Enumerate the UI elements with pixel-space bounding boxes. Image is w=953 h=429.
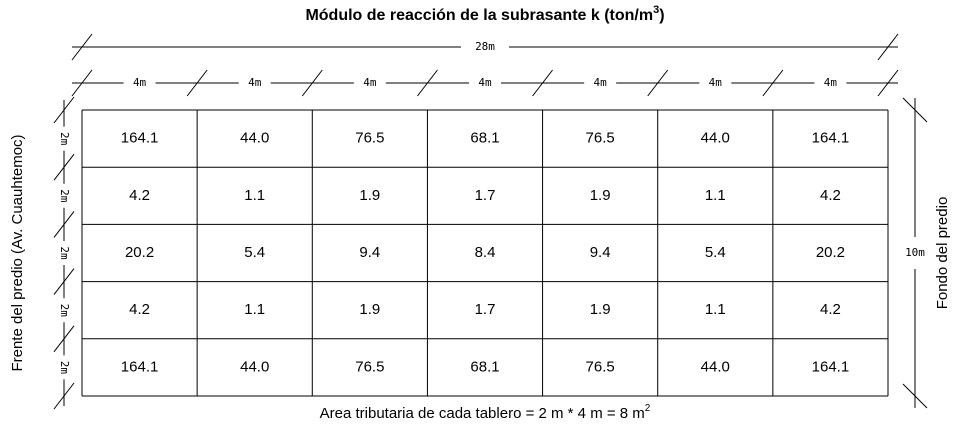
cell: 1.1 <box>705 301 726 318</box>
cell: 76.5 <box>586 130 615 147</box>
dim-tick <box>877 69 899 97</box>
dim-label: 2m <box>58 361 71 375</box>
right-label: Fondo del predio <box>934 197 951 310</box>
cell: 1.7 <box>475 301 496 318</box>
cell: 1.9 <box>590 187 611 204</box>
cell: 1.7 <box>475 187 496 204</box>
dim-tick <box>53 382 75 410</box>
cell: 44.0 <box>240 130 269 147</box>
cell: 5.4 <box>244 244 265 261</box>
cell: 1.1 <box>244 187 265 204</box>
cell: 164.1 <box>121 358 159 375</box>
dim-tick <box>902 97 928 123</box>
dim-label: 28m <box>475 40 495 53</box>
cell: 164.1 <box>121 130 159 147</box>
title-text: Módulo de reacción de la subrasante k (t… <box>305 7 653 24</box>
cell: 8.4 <box>475 244 496 261</box>
cell: 44.0 <box>701 130 730 147</box>
left-label: Frente del predio (Av. Cuauhtemoc) <box>9 134 26 371</box>
dim-tick <box>532 69 553 97</box>
title: Módulo de reacción de la subrasante k (t… <box>305 4 664 24</box>
cell: 9.4 <box>359 244 380 261</box>
cell: 1.9 <box>590 301 611 318</box>
cell: 20.2 <box>816 244 845 261</box>
footer-sup: 2 <box>645 403 651 414</box>
cell: 76.5 <box>586 358 615 375</box>
dim-tick <box>762 69 784 97</box>
cell: 9.4 <box>590 244 611 261</box>
footer-text: Area tributaria de cada tablero = 2 m * … <box>320 405 645 422</box>
cell: 4.2 <box>129 301 150 318</box>
cell: 4.2 <box>129 187 150 204</box>
cell: 4.2 <box>820 187 841 204</box>
dim-label: 2m <box>58 189 71 203</box>
dim-label: 2m <box>58 246 71 260</box>
cell: 1.9 <box>359 187 380 204</box>
dim-label: 4m <box>709 76 723 89</box>
cell: 68.1 <box>470 130 499 147</box>
dim-tick <box>53 96 75 124</box>
cell: 1.1 <box>705 187 726 204</box>
dim-tick <box>417 69 438 97</box>
dim-label: 4m <box>363 76 377 89</box>
dim-tick <box>71 33 93 61</box>
cell: 164.1 <box>812 358 850 375</box>
dim-label: 4m <box>133 76 147 89</box>
cell: 76.5 <box>355 130 384 147</box>
dim-tick <box>53 268 75 295</box>
dim-label: 4m <box>824 76 838 89</box>
cell: 5.4 <box>705 244 726 261</box>
cell: 20.2 <box>125 244 154 261</box>
title-sup: 3 <box>653 4 659 16</box>
dim-label: 4m <box>594 76 608 89</box>
cell: 44.0 <box>240 358 269 375</box>
cell: 68.1 <box>470 358 499 375</box>
dim-tick <box>53 211 75 238</box>
dim-tick <box>53 153 75 181</box>
dim-tick <box>902 383 928 409</box>
cell: 4.2 <box>820 301 841 318</box>
title-end: ) <box>659 7 664 24</box>
cell: 164.1 <box>812 130 850 147</box>
dim-tick <box>301 69 323 97</box>
dim-label: 2m <box>58 132 71 146</box>
cell: 1.9 <box>359 301 380 318</box>
dim-tick <box>53 325 75 353</box>
dim-label: 2m <box>58 304 71 318</box>
dim-label: 10m <box>905 246 925 259</box>
footer: Area tributaria de cada tablero = 2 m * … <box>320 403 651 422</box>
cell: 44.0 <box>701 358 730 375</box>
dim-tick <box>877 33 899 61</box>
dim-label: 4m <box>478 76 492 89</box>
cell: 1.1 <box>244 301 265 318</box>
dim-tick <box>647 69 669 97</box>
dim-tick <box>71 69 93 97</box>
dim-tick <box>186 69 208 97</box>
dim-label: 4m <box>248 76 262 89</box>
cell: 76.5 <box>355 358 384 375</box>
